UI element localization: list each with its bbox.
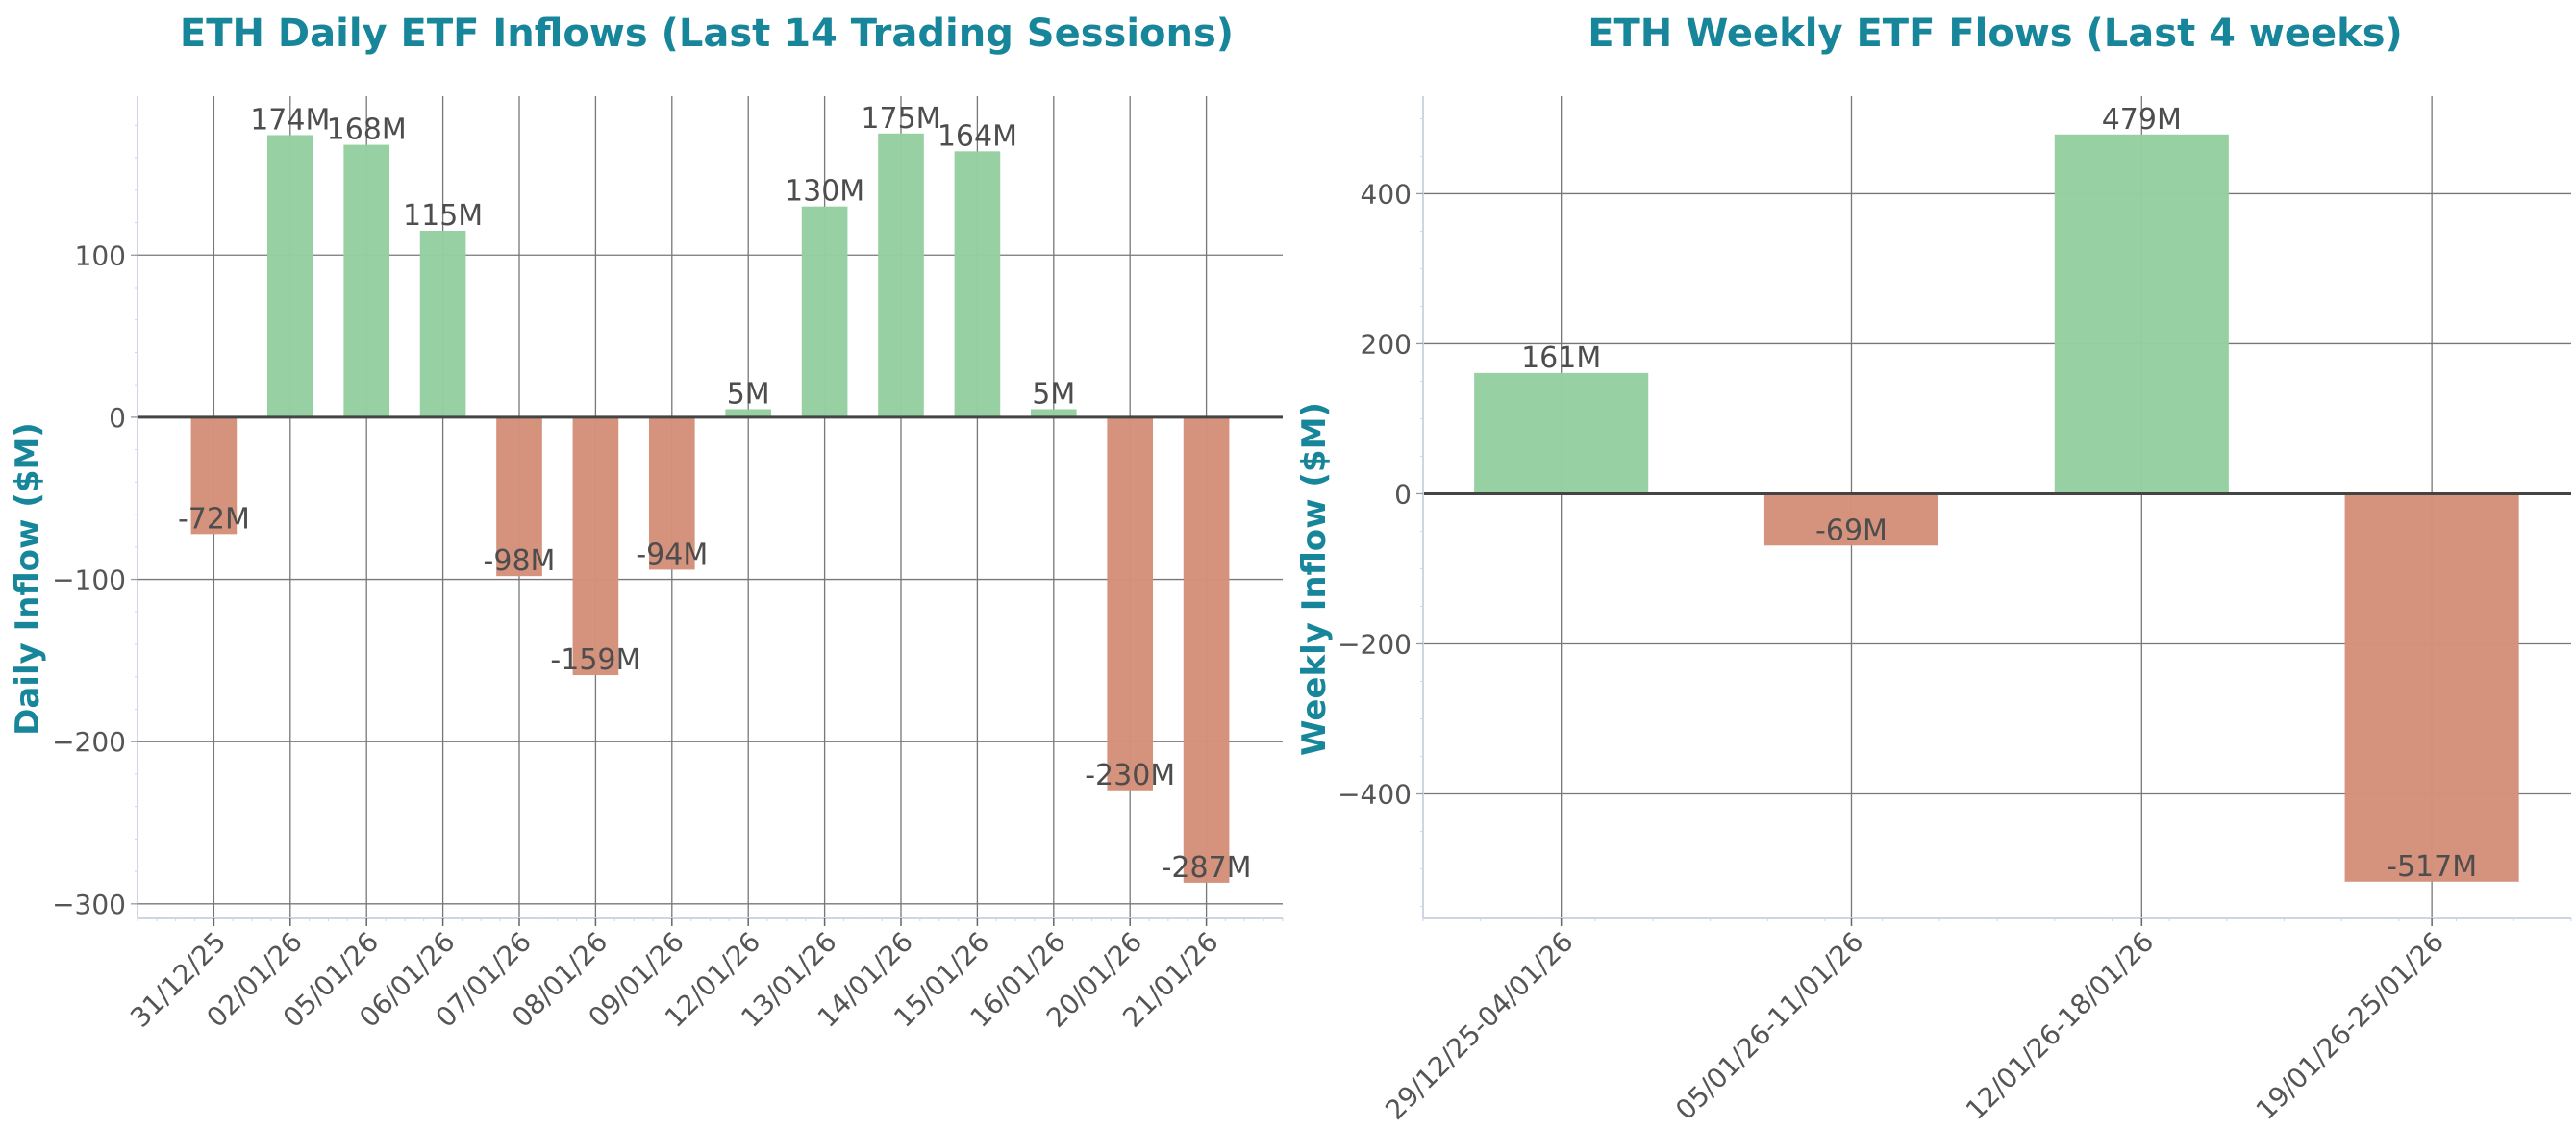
left-chart: -72M174M168M115M-98M-159M-94M5M130M175M1…: [52, 96, 1284, 1034]
bar: [419, 230, 466, 417]
x-tick-label: 29/12/25-04/01/26: [1379, 926, 1579, 1126]
bar: [343, 144, 390, 417]
x-tick-label: 12/01/26-18/01/26: [1960, 926, 2160, 1126]
y-tick-label: 0: [1394, 478, 1412, 510]
y-tick-label: 100: [75, 239, 126, 271]
data-label: -98M: [484, 544, 556, 578]
bar: [496, 416, 542, 577]
bar: [954, 151, 1001, 417]
x-tick-label: 05/01/26-11/01/26: [1669, 926, 1869, 1126]
data-label: 115M: [403, 199, 483, 233]
bar: [1107, 416, 1154, 791]
data-label: 161M: [1521, 341, 1601, 375]
data-label: 5M: [1032, 377, 1075, 411]
data-label: -517M: [2387, 850, 2477, 884]
y-tick-label: −200: [52, 726, 126, 758]
bar: [648, 416, 695, 570]
data-label: 168M: [327, 113, 407, 147]
bar: [2344, 493, 2519, 882]
bar: [266, 135, 313, 417]
data-label: -94M: [636, 538, 708, 571]
data-label: 479M: [2102, 103, 2182, 137]
data-label: 174M: [250, 103, 330, 137]
data-label: 175M: [861, 102, 940, 136]
bar: [572, 416, 619, 676]
right-chart: 161M -69M 479M -517M −400 −200 0 200 400 29/12/25…: [1338, 96, 2572, 1126]
bar: [725, 409, 772, 417]
bar: [878, 133, 924, 417]
y-tick-label: −300: [52, 889, 126, 920]
data-label: -159M: [550, 643, 640, 677]
data-label: 164M: [938, 119, 1017, 153]
bar: [2054, 134, 2229, 494]
bar: [1030, 409, 1077, 417]
left-chart-title: ETH Daily ETF Inflows (Last 14 Trading S…: [180, 12, 1234, 56]
bar: [190, 416, 238, 535]
right-chart-title: ETH Weekly ETF Flows (Last 4 weeks): [1588, 12, 2403, 56]
data-label: -287M: [1162, 851, 1252, 885]
data-label: 130M: [785, 175, 864, 209]
x-tick-label: 19/01/26-25/01/26: [2250, 926, 2450, 1126]
bar: [1763, 493, 1939, 546]
data-label: 5M: [727, 377, 770, 411]
y-tick-label: −100: [52, 565, 126, 596]
data-label: -230M: [1085, 759, 1175, 792]
right-y-axis-label: Weekly Inflow ($M): [1295, 402, 1334, 756]
y-tick-label: 400: [1361, 178, 1412, 210]
data-label: -69M: [1815, 514, 1888, 547]
bar: [1183, 416, 1230, 883]
data-label: -72M: [178, 502, 250, 536]
bar: [1474, 372, 1649, 494]
bar: [801, 206, 848, 417]
y-tick-label: −400: [1338, 779, 1412, 811]
left-y-axis-label: Daily Inflow ($M): [9, 422, 47, 736]
y-tick-label: 200: [1361, 328, 1412, 360]
y-tick-label: −200: [1338, 628, 1412, 660]
y-tick-label: 0: [109, 402, 126, 434]
